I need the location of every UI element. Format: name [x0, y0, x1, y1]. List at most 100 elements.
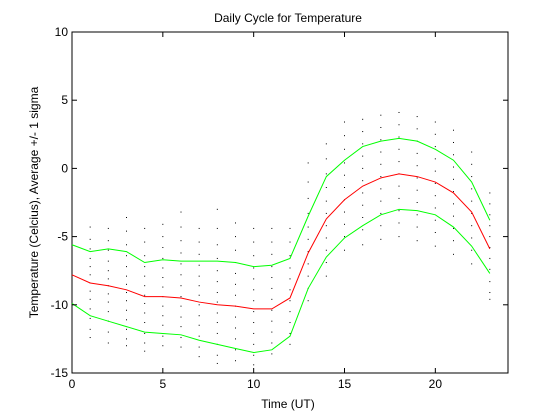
scatter-point: [144, 332, 146, 334]
scatter-point: [180, 285, 182, 287]
scatter-point: [453, 141, 454, 143]
scatter-point: [325, 249, 327, 251]
scatter-point: [89, 298, 91, 300]
scatter-point: [144, 241, 146, 243]
scatter-point: [162, 223, 164, 225]
scatter-point: [471, 212, 473, 214]
scatter-point: [235, 360, 236, 362]
scatter-point: [180, 211, 182, 213]
scatter-point: [398, 148, 400, 150]
scatter-point: [307, 251, 309, 253]
scatter-point: [144, 350, 146, 352]
scatter-point: [344, 148, 345, 150]
scatter-point: [434, 170, 436, 172]
scatter-point: [107, 331, 109, 333]
scatter-point: [89, 337, 91, 339]
scatter-point: [380, 163, 382, 165]
scatter-point: [198, 356, 200, 358]
scatter-point: [362, 167, 364, 169]
scatter-point: [289, 289, 291, 291]
scatter-point: [144, 294, 146, 296]
ticks-layer: 0 5 10 15 20 -15 -10 -5 0 5 10: [51, 25, 508, 391]
scatter-point: [271, 298, 273, 300]
scatter-point: [271, 277, 273, 279]
scatter-point: [307, 212, 309, 214]
scatter-point: [289, 278, 291, 280]
scatter-point: [453, 166, 454, 168]
scatter-point: [434, 182, 436, 184]
scatter-point: [453, 154, 454, 156]
scatter-point: [89, 238, 91, 240]
scatter-point: [107, 342, 109, 344]
scatter-point: [344, 135, 345, 137]
y-tick-label: 0: [61, 161, 68, 175]
scatter-point: [362, 244, 364, 246]
y-tick-label: -10: [51, 298, 69, 312]
scatter-point: [434, 245, 436, 247]
scatter-point: [162, 267, 164, 269]
scatter-point: [489, 247, 491, 249]
scatter-point: [416, 214, 418, 216]
scatter-point: [471, 249, 473, 251]
scatter-point: [325, 237, 327, 239]
scatter-point: [471, 263, 473, 265]
x-tick-label: 5: [159, 377, 166, 391]
scatter-point: [489, 268, 491, 270]
scatter-point: [144, 275, 146, 277]
scatter-point: [344, 211, 345, 213]
scatter-point: [198, 264, 200, 266]
y-axis-label: Temperature (Celcius), Average +/- 1 sig…: [27, 86, 41, 318]
scatter-point: [235, 249, 236, 251]
scatter-point: [89, 317, 91, 319]
scatter-point: [271, 342, 273, 344]
scatter-point: [253, 267, 255, 269]
scatter-point: [325, 173, 327, 175]
scatter-point: [198, 324, 200, 326]
scatter-point: [180, 240, 182, 242]
scatter-point: [489, 298, 491, 300]
scatter-point: [380, 225, 382, 227]
scatter-point: [325, 262, 327, 264]
scatter-point: [471, 176, 473, 178]
scatter-point: [453, 227, 454, 229]
scatter-point: [362, 155, 364, 157]
scatter-point: [216, 281, 218, 283]
scatter-point: [126, 283, 127, 285]
scatter-point: [307, 238, 309, 240]
scatter-point: [416, 240, 418, 242]
scatter-point: [307, 226, 309, 228]
scatter-point: [344, 249, 345, 251]
scatter-point: [126, 292, 127, 294]
scatter-point: [271, 353, 273, 355]
scatter-point: [344, 236, 345, 238]
scatter-point: [180, 252, 182, 254]
scatter-point: [216, 292, 218, 294]
y-tick-label: 10: [55, 25, 69, 39]
scatter-point: [144, 266, 146, 268]
scatter-point: [89, 328, 91, 330]
scatter-point: [380, 176, 382, 178]
scatter-point: [307, 275, 309, 277]
x-tick-label: 10: [247, 377, 261, 391]
scatter-point: [289, 255, 291, 257]
scatter-point: [489, 292, 491, 294]
scatter-point: [434, 195, 436, 197]
scatter-point: [216, 270, 218, 272]
scatter-point: [471, 237, 473, 239]
scatter-point: [489, 192, 491, 194]
scatter-point: [362, 180, 364, 182]
scatter-point: [71, 293, 73, 295]
scatter-point: [144, 227, 146, 229]
scatter-point: [162, 335, 164, 337]
scatter-point: [216, 208, 218, 210]
scatter-point: [289, 300, 291, 302]
scatter-point: [180, 263, 182, 265]
scatter-point: [344, 187, 345, 188]
scatter-point: [434, 207, 436, 209]
scatter-point: [216, 301, 218, 303]
scatter-point: [453, 129, 454, 131]
scatter-point: [453, 240, 454, 242]
scatter-point: [235, 272, 236, 274]
scatter-point: [162, 315, 164, 317]
